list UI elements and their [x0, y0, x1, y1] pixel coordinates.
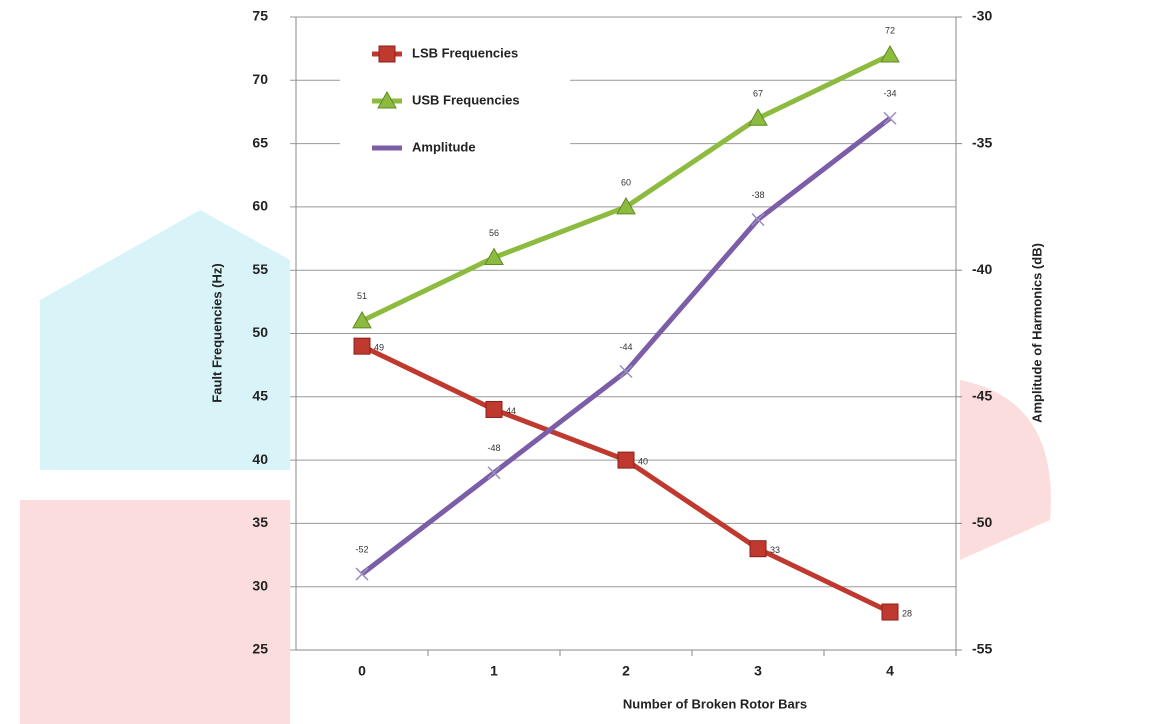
chart: Number of Broken Rotor Bars Fault Freque…: [0, 0, 1171, 724]
y-tick-label: 60: [252, 198, 268, 214]
legend-label: LSB Frequencies: [412, 45, 518, 60]
marker: [882, 604, 898, 620]
marker: [620, 365, 632, 377]
x-tick-label: 3: [754, 663, 762, 679]
data-label: 60: [621, 177, 631, 187]
x-tick-label: 1: [490, 663, 498, 679]
y2-tick-label: -40: [972, 261, 992, 277]
marker: [488, 467, 500, 479]
data-label: 49: [374, 343, 384, 353]
data-label: 33: [770, 545, 780, 555]
marker: [354, 338, 370, 354]
y2-tick-label: -35: [972, 134, 992, 150]
data-label: 72: [885, 25, 895, 35]
y-tick-label: 25: [252, 641, 268, 657]
y-tick-label: 40: [252, 451, 268, 467]
data-label: 40: [638, 456, 648, 466]
y2-tick-label: -45: [972, 388, 992, 404]
legend-label: USB Frequencies: [412, 92, 520, 107]
marker: [379, 46, 395, 62]
data-label: -52: [355, 544, 368, 554]
marker: [618, 452, 634, 468]
x-tick-label: 0: [358, 663, 366, 679]
y-tick-label: 30: [252, 577, 268, 593]
marker: [884, 112, 896, 124]
series-line: [362, 346, 890, 612]
marker: [881, 46, 899, 62]
data-label: 51: [357, 291, 367, 301]
y2-tick-label: -55: [972, 641, 992, 657]
x-axis-title: Number of Broken Rotor Bars: [623, 696, 807, 711]
data-label: -44: [619, 342, 632, 352]
y2-axis-title: Amplitude of Harmonics (dB): [1029, 243, 1044, 423]
y-tick-label: 70: [252, 71, 268, 87]
y-tick-label: 55: [252, 261, 268, 277]
y-tick-label: 45: [252, 388, 268, 404]
x-tick-label: 2: [622, 663, 630, 679]
legend: LSB Frequencies USB Frequencies Amplitude: [340, 32, 570, 172]
x-tick-label: 4: [886, 663, 894, 679]
data-label: 44: [506, 406, 516, 416]
data-label: -48: [487, 443, 500, 453]
y-axis-title: Fault Frequencies (Hz): [209, 263, 224, 402]
marker: [356, 568, 368, 580]
data-label: 56: [489, 228, 499, 238]
data-label: 28: [902, 608, 912, 618]
y-tick-label: 75: [252, 8, 268, 24]
data-label: -38: [751, 190, 764, 200]
marker: [750, 541, 766, 557]
legend-label: Amplitude: [412, 139, 476, 154]
data-label: 67: [753, 89, 763, 99]
y-tick-label: 50: [252, 324, 268, 340]
marker: [486, 401, 502, 417]
y-tick-label: 35: [252, 514, 268, 530]
marker: [752, 214, 764, 226]
y2-tick-label: -30: [972, 8, 992, 24]
y2-tick-label: -50: [972, 514, 992, 530]
y-tick-label: 65: [252, 134, 268, 150]
watermark: [20, 210, 1051, 724]
data-label: -34: [883, 89, 896, 99]
